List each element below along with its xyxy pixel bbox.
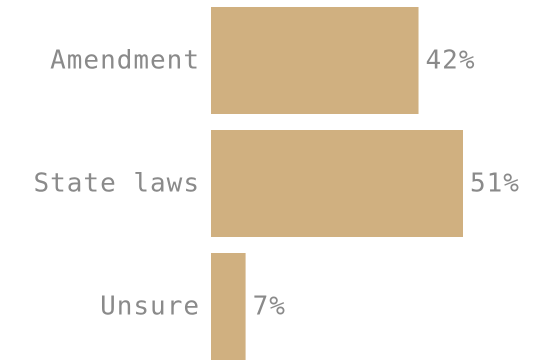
category-label: State laws (33, 169, 200, 199)
value-label: 42% (426, 46, 476, 76)
category-label: Unsure (100, 292, 200, 322)
bar-amendment (211, 7, 419, 114)
value-label: 7% (253, 292, 286, 322)
category-label: Amendment (50, 46, 200, 76)
value-label: 51% (470, 169, 520, 199)
bar-unsure (211, 253, 246, 360)
bar-state-laws (211, 130, 463, 237)
bars-group (211, 7, 463, 360)
labels-group: Amendment 42% State laws 51% Unsure 7% (33, 46, 520, 322)
